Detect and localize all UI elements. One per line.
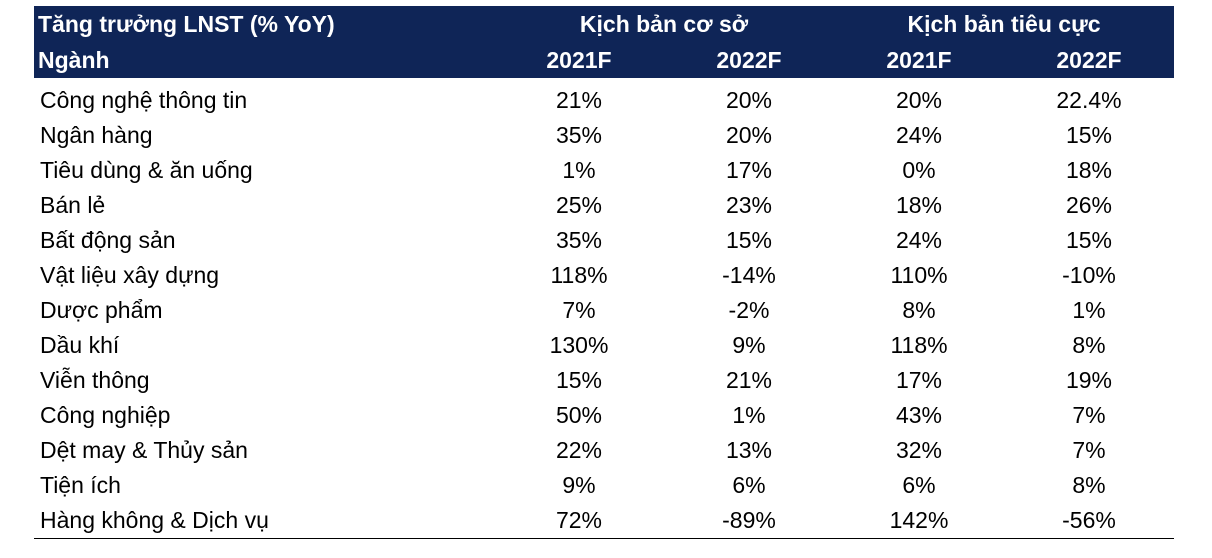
table-row: Tiêu dùng & ăn uống 1% 17% 0% 18% — [34, 153, 1174, 188]
value-cell: 35% — [555, 227, 603, 253]
value-cell: 17% — [725, 157, 773, 183]
profit-growth-table: Tăng trưởng LNST (% YoY) Kịch bản cơ sở … — [34, 6, 1174, 539]
value-cell: 20% — [725, 122, 773, 148]
value-cell: 23% — [725, 192, 773, 218]
table-row: Bán lẻ 25% 23% 18% 26% — [34, 188, 1174, 223]
sector-name: Viễn thông — [40, 367, 150, 393]
value-cell: 9% — [562, 472, 596, 498]
sector-name: Hàng không & Dịch vụ — [40, 507, 269, 533]
value-cell: 0% — [902, 157, 936, 183]
value-cell: 72% — [555, 507, 603, 533]
value-cell: 21% — [725, 367, 773, 393]
table-row: Hàng không & Dịch vụ 72% -89% 142% -56% — [34, 503, 1174, 538]
table-row: Vật liệu xây dựng 118% -14% 110% -10% — [34, 258, 1174, 293]
value-cell: 142% — [889, 507, 949, 533]
value-cell: 110% — [890, 262, 948, 288]
value-cell: -10% — [1062, 262, 1116, 288]
year-header-negative-2021: 2021F — [886, 46, 952, 73]
value-cell: 22% — [555, 437, 603, 463]
value-cell: 24% — [895, 122, 943, 148]
sector-name: Bán lẻ — [40, 192, 106, 218]
year-header-base-2022: 2022F — [716, 46, 782, 73]
scenario-base-header: Kịch bản cơ sở — [579, 10, 749, 37]
year-header-negative-2022: 2022F — [1056, 46, 1122, 73]
value-cell: -2% — [728, 297, 770, 323]
value-cell: 35% — [555, 122, 603, 148]
header-row-2: Ngành 2021F 2022F 2021F 2022F — [34, 42, 1174, 78]
value-cell: 15% — [725, 227, 773, 253]
sector-column-header: Ngành — [38, 46, 110, 73]
table-body: Công nghệ thông tin 21% 20% 20% 22.4% Ngân hà… — [34, 78, 1174, 539]
value-cell: 18% — [895, 192, 943, 218]
value-cell: -56% — [1062, 507, 1116, 533]
year-header-base-2021: 2021F — [546, 46, 612, 73]
table-header: Tăng trưởng LNST (% YoY) Kịch bản cơ sở … — [34, 6, 1174, 78]
value-cell: 8% — [902, 297, 936, 323]
table-row: Dược phẩm 7% -2% 8% 1% — [34, 293, 1174, 328]
value-cell: 22.4% — [1056, 87, 1122, 113]
value-cell: 26% — [1065, 192, 1113, 218]
sector-name: Công nghệ thông tin — [40, 87, 248, 113]
value-cell: -89% — [722, 507, 776, 533]
value-cell: 7% — [1072, 402, 1106, 428]
value-cell: 20% — [725, 87, 773, 113]
value-cell: 130% — [549, 332, 609, 358]
value-cell: 13% — [725, 437, 773, 463]
sector-name: Tiện ích — [40, 472, 121, 498]
value-cell: 8% — [1072, 332, 1106, 358]
table-row: Tiện ích 9% 6% 6% 8% — [34, 468, 1174, 503]
value-cell: 7% — [562, 297, 596, 323]
sector-name: Bất động sản — [40, 227, 176, 253]
value-cell: 19% — [1065, 367, 1113, 393]
table-row: Dệt may & Thủy sản 22% 13% 32% 7% — [34, 433, 1174, 468]
value-cell: 15% — [1065, 227, 1113, 253]
table-title: Tăng trưởng LNST (% YoY) — [38, 10, 335, 37]
value-cell: 18% — [1065, 157, 1113, 183]
value-cell: 15% — [1065, 122, 1113, 148]
value-cell: 1% — [732, 402, 766, 428]
value-cell: 6% — [732, 472, 766, 498]
table-row: Công nghệ thông tin 21% 20% 20% 22.4% — [34, 83, 1174, 118]
value-cell: 50% — [555, 402, 603, 428]
value-cell: -14% — [722, 262, 776, 288]
value-cell: 8% — [1072, 472, 1106, 498]
table-row: Bất động sản 35% 15% 24% 15% — [34, 223, 1174, 258]
table-row: Dầu khí 130% 9% 118% 8% — [34, 328, 1174, 363]
header-row-1: Tăng trưởng LNST (% YoY) Kịch bản cơ sở … — [34, 6, 1174, 42]
value-cell: 21% — [555, 87, 603, 113]
value-cell: 17% — [895, 367, 943, 393]
sector-name: Dược phẩm — [40, 297, 163, 323]
value-cell: 1% — [1072, 297, 1106, 323]
value-cell: 9% — [732, 332, 766, 358]
sector-name: Tiêu dùng & ăn uống — [40, 157, 253, 183]
value-cell: 118% — [890, 332, 948, 358]
table-row: Viễn thông 15% 21% 17% 19% — [34, 363, 1174, 398]
sector-name: Dầu khí — [40, 332, 120, 358]
value-cell: 15% — [555, 367, 603, 393]
table-row: Công nghiệp 50% 1% 43% 7% — [34, 398, 1174, 433]
value-cell: 24% — [895, 227, 943, 253]
value-cell: 25% — [555, 192, 603, 218]
sector-name: Ngân hàng — [40, 122, 153, 148]
value-cell: 7% — [1072, 437, 1106, 463]
value-cell: 43% — [895, 402, 943, 428]
value-cell: 6% — [902, 472, 936, 498]
table-row: Ngân hàng 35% 20% 24% 15% — [34, 118, 1174, 153]
sector-name: Công nghiệp — [40, 402, 171, 428]
scenario-negative-header: Kịch bản tiêu cực — [907, 10, 1101, 37]
value-cell: 32% — [895, 437, 943, 463]
sector-name: Vật liệu xây dựng — [40, 262, 220, 288]
sector-name: Dệt may & Thủy sản — [40, 437, 248, 463]
value-cell: 20% — [895, 87, 943, 113]
value-cell: 118% — [550, 262, 608, 288]
value-cell: 1% — [562, 157, 596, 183]
